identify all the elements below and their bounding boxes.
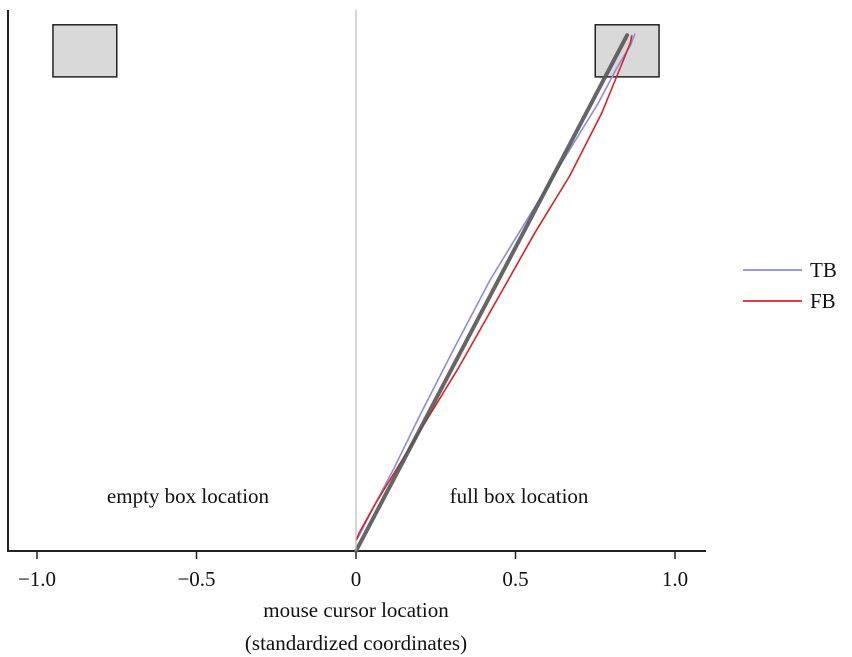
x-tick-label: 0: [351, 567, 362, 591]
trajectory-lines: [354, 33, 636, 553]
full-box-location-label: full box location: [450, 484, 589, 508]
empty-box-location-label: empty box location: [107, 484, 270, 508]
x-tick-label: 1.0: [662, 567, 688, 591]
x-axis-ticks: −1.0 −0.5 0 0.5 1.0: [18, 551, 688, 591]
x-tick-label: 0.5: [502, 567, 528, 591]
legend: TB FB: [743, 258, 837, 313]
series-line-fb: [355, 35, 633, 541]
x-axis-subtitle: (standardized coordinates): [245, 631, 467, 655]
empty-box: [52, 24, 118, 78]
x-tick-label: −0.5: [177, 567, 215, 591]
x-axis-title: mouse cursor location: [263, 598, 449, 622]
x-tick-label: −1.0: [18, 567, 56, 591]
legend-label-tb: TB: [810, 258, 837, 282]
legend-label-fb: FB: [810, 289, 836, 313]
reference-line: [354, 33, 630, 553]
